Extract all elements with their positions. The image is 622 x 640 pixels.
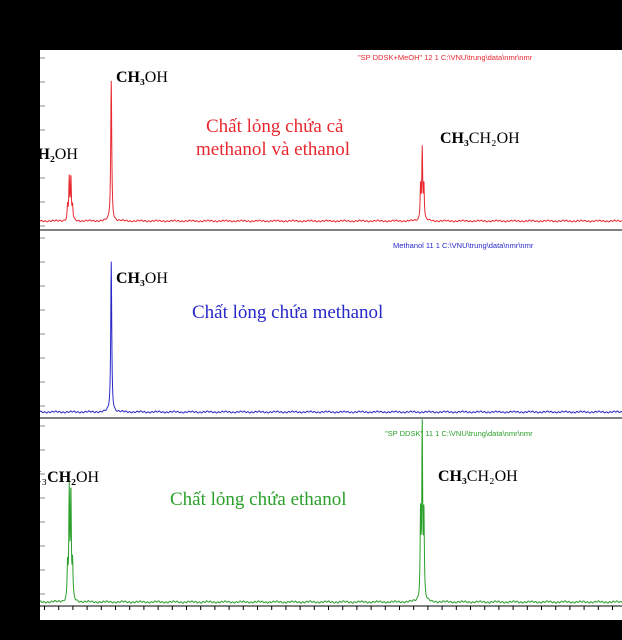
peak-label-ethanol-right: CH₃CH₂OH <box>438 468 518 485</box>
title-red-line2: methanol và ethanol <box>196 139 350 160</box>
x-tick-label: 2 <box>290 624 296 635</box>
peak-label-ethanol-left: H₃CH₂OH <box>30 469 99 486</box>
x-tick-label: 3 <box>148 624 154 635</box>
peak-label-ch3ch2oh-top: CH₃CH₂OH <box>440 130 520 147</box>
title-green: Chất lỏng chứa ethanol <box>170 489 347 510</box>
x-axis-ticks: 3 2 1 - 0 <box>44 606 613 635</box>
x-tick-label: - 0 <box>563 624 575 635</box>
x-tick-label: 1 <box>432 624 438 635</box>
spectrum-red <box>39 80 622 223</box>
x-axis-unit: [ppm] <box>593 624 618 635</box>
plot-area <box>40 50 622 620</box>
file-label-red: "SP DDSK+MeOH" 12 1 C:\VNU\trung\data\nm… <box>358 53 533 62</box>
title-blue: Chất lỏng chứa methanol <box>192 302 383 323</box>
file-label-green: "SP DDSK" 11 1 C:\VNU\trung\data\nmr\nmr <box>385 429 533 438</box>
peak-label-ch3oh-mid: CH₃OH <box>116 270 168 287</box>
peak-label-ch2oh-top: CH₂OH <box>26 146 78 163</box>
spectrum-green <box>39 419 622 604</box>
title-red-line1: Chất lỏng chứa cả <box>206 116 344 137</box>
left-edge-ticks <box>40 57 45 595</box>
spectrum-blue <box>39 261 622 414</box>
file-label-blue: Methanol 11 1 C:\VNU\trung\data\nmr\nmr <box>393 241 534 250</box>
peak-label-ch3oh-top: CH₃OH <box>116 69 168 86</box>
